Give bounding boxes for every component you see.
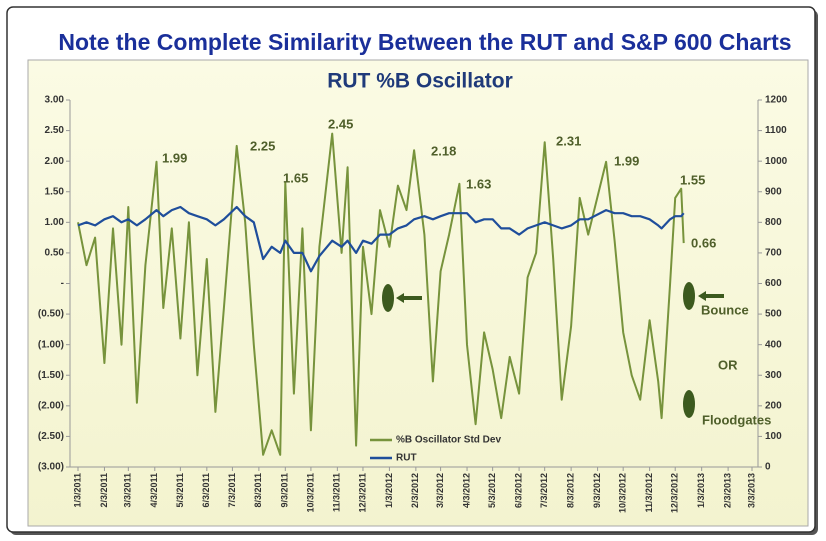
x-tick-label: 9/3/2011: [280, 473, 290, 508]
annotation: 0.66: [691, 235, 716, 250]
y2-tick-label: 0: [765, 462, 771, 473]
y2-tick-label: 100: [765, 431, 782, 442]
x-tick-label: 2/3/2011: [99, 473, 109, 508]
x-tick-label: 1/3/2012: [384, 473, 394, 508]
y-tick-label: 0.50: [45, 248, 65, 259]
x-tick-label: 12/3/2011: [357, 473, 367, 513]
annotation: 2.45: [328, 116, 353, 131]
y-tick-label: (1.00): [38, 339, 64, 350]
x-tick-label: 6/3/2012: [513, 473, 523, 508]
x-tick-label: 5/3/2012: [487, 473, 497, 508]
annotation: 1.55: [680, 172, 705, 187]
y2-tick-label: 1200: [765, 95, 788, 106]
y-tick-label: 2.00: [45, 156, 65, 167]
x-tick-label: 4/3/2012: [461, 473, 471, 508]
annotation: 1.99: [614, 153, 639, 168]
y2-tick-label: 700: [765, 248, 782, 259]
x-tick-label: 8/3/2011: [253, 473, 263, 508]
x-tick-label: 10/3/2012: [618, 473, 628, 513]
series-line: [77, 132, 685, 456]
y-tick-label: 1.50: [45, 186, 65, 197]
y2-tick-label: 300: [765, 370, 782, 381]
plot: 3.00 2.50 2.00 1.50 1.00 0.50 - (0.50) (1.00) (1.…: [38, 95, 788, 513]
annotation: 2.18: [431, 143, 456, 158]
x-tick-label: 1/3/2013: [696, 473, 706, 508]
y2-tick-label: 1100: [765, 125, 787, 136]
marker-oval: [683, 282, 695, 310]
x-tick-label: 1/3/2011: [72, 473, 82, 508]
x-tick-label: 7/3/2012: [539, 473, 549, 508]
legend-label: RUT: [396, 453, 417, 464]
chart-title: RUT %B Oscillator: [327, 70, 513, 93]
chart-panel: [27, 59, 809, 527]
annotation: 2.31: [556, 133, 581, 148]
y2-tick-label: 600: [765, 278, 782, 289]
y-tick-label: 3.00: [45, 95, 65, 106]
y2-tick-label: 500: [765, 309, 782, 320]
x-tick-label: 7/3/2011: [227, 473, 237, 508]
page-title: Note the Complete Similarity Between the…: [58, 29, 791, 55]
annotation: 1.63: [466, 176, 491, 191]
y-tick-label: 2.50: [45, 125, 65, 136]
y2-tick-label: 800: [765, 217, 782, 228]
x-tick-label: 6/3/2011: [201, 473, 211, 508]
y-tick-label: (3.00): [38, 462, 64, 473]
y2-tick-label: 900: [765, 186, 782, 197]
x-tick-label: 3/3/2011: [123, 473, 133, 508]
x-tick-label: 11/3/2011: [332, 473, 342, 512]
x-tick-label: 9/3/2012: [592, 473, 602, 508]
marker-oval: [683, 390, 695, 418]
arrow: [396, 293, 422, 303]
x-tick-label: 4/3/2011: [149, 473, 159, 508]
annotation: 2.25: [250, 138, 275, 153]
x-tick-label: 2/3/2012: [410, 473, 420, 508]
y-tick-label: (2.00): [38, 400, 64, 411]
x-tick-label: 12/3/2012: [670, 473, 680, 513]
arrow: [698, 291, 724, 301]
annotation: OR: [718, 357, 738, 372]
y-tick-label: (0.50): [38, 309, 64, 320]
annotation: Floodgates: [702, 412, 771, 427]
y-tick-label: -: [61, 278, 64, 289]
annotation: 1.65: [283, 170, 308, 185]
y-tick-label: (2.50): [38, 431, 64, 442]
y-tick-label: 1.00: [45, 217, 65, 228]
x-tick-label: 3/3/2012: [435, 473, 445, 508]
x-tick-label: 5/3/2011: [175, 473, 185, 508]
y-tick-label: (1.50): [38, 370, 64, 381]
legend-label: %B Oscillator Std Dev: [396, 435, 501, 446]
x-tick-label: 8/3/2012: [566, 473, 576, 508]
marker-oval: [382, 284, 394, 312]
y2-tick-label: 1000: [765, 156, 788, 167]
y2-tick-label: 400: [765, 339, 782, 350]
x-tick-label: 11/3/2012: [644, 473, 654, 513]
annotation: Bounce: [701, 302, 749, 317]
x-tick-label: 10/3/2011: [305, 473, 315, 513]
series-line: [77, 205, 685, 273]
x-tick-label: 3/3/2013: [746, 473, 756, 508]
x-tick-label: 2/3/2013: [722, 473, 732, 508]
annotation: 1.99: [162, 150, 187, 165]
y2-tick-label: 200: [765, 400, 782, 411]
